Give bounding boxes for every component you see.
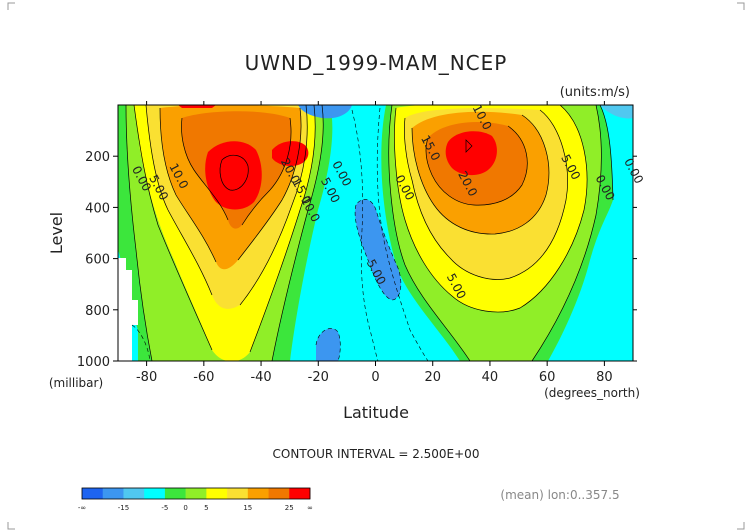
colorbar-swatch — [102, 488, 124, 499]
colorbar-label: 15 — [243, 504, 252, 512]
contour-lines — [125, 105, 614, 361]
y-axis: 200 400 600 800 1000 — [77, 150, 637, 370]
chart-title: UWND_1999-MAM_NCEP — [245, 51, 508, 75]
x-tick-label: -20 — [308, 370, 329, 385]
x-units-label: (degrees_north) — [544, 386, 640, 400]
x-tick-label: 80 — [596, 370, 613, 385]
x-tick-label: 60 — [539, 370, 556, 385]
colorbar-label: -5 — [161, 504, 168, 512]
colorbar-label: 5 — [204, 504, 208, 512]
y-tick-label: 800 — [85, 304, 110, 319]
footer-text: (mean) lon:0..357.5 — [500, 488, 619, 502]
x-tick-label: -40 — [250, 370, 271, 385]
jet-core-north — [445, 131, 497, 176]
x-tick-label: -80 — [136, 370, 157, 385]
colorbar-swatch — [227, 488, 249, 499]
x-tick-label: 20 — [424, 370, 441, 385]
colorbar-label: 25 — [285, 504, 294, 512]
band-neg5-surface — [316, 328, 341, 361]
colorbar-swatch — [185, 488, 207, 499]
colorbar-swatch — [206, 488, 228, 499]
x-axis-title: Latitude — [343, 403, 409, 422]
colorbar-frame — [81, 487, 311, 500]
colorbar-swatch — [82, 488, 104, 499]
colorbar: -∞ -15 -5 0 5 15 25 ∞ — [78, 487, 313, 512]
x-tick-label: 40 — [482, 370, 499, 385]
colorbar-swatch — [247, 488, 269, 499]
colorbar-label: -15 — [118, 504, 129, 512]
contour-field — [118, 105, 633, 361]
colorbar-swatch — [144, 488, 166, 499]
y-axis-title: Level — [47, 212, 66, 254]
top-strip-south — [178, 105, 216, 108]
contour-interval-text: CONTOUR INTERVAL = 2.500E+00 — [273, 447, 480, 461]
colorbar-label: 0 — [183, 504, 187, 512]
band-neg5-south — [355, 199, 401, 300]
missing-data — [118, 258, 138, 361]
y-tick-label: 600 — [85, 253, 110, 268]
x-tick-label: -60 — [193, 370, 214, 385]
colorbar-label: -∞ — [78, 504, 86, 512]
band-neg5-top — [298, 105, 352, 119]
y-tick-label: 200 — [85, 150, 110, 165]
units-label: (units:m/s) — [560, 85, 630, 100]
colorbar-swatch — [164, 488, 186, 499]
x-tick-label: 0 — [371, 370, 379, 385]
dashed-contours — [131, 107, 429, 361]
x-axis: -80 -60 -40 -20 0 20 40 60 80 — [136, 101, 613, 385]
y-tick-label: 400 — [85, 201, 110, 216]
colorbar-swatch — [123, 488, 145, 499]
y-tick-label: 1000 — [77, 355, 110, 370]
colorbar-label: ∞ — [307, 504, 313, 512]
colorbar-swatch — [289, 488, 311, 499]
band-neg0-top-right — [600, 105, 633, 119]
colorbar-swatch — [268, 488, 290, 499]
corner-marks — [7, 2, 745, 530]
jet-core-south — [205, 141, 262, 210]
y-units-label: (millibar) — [49, 376, 103, 390]
